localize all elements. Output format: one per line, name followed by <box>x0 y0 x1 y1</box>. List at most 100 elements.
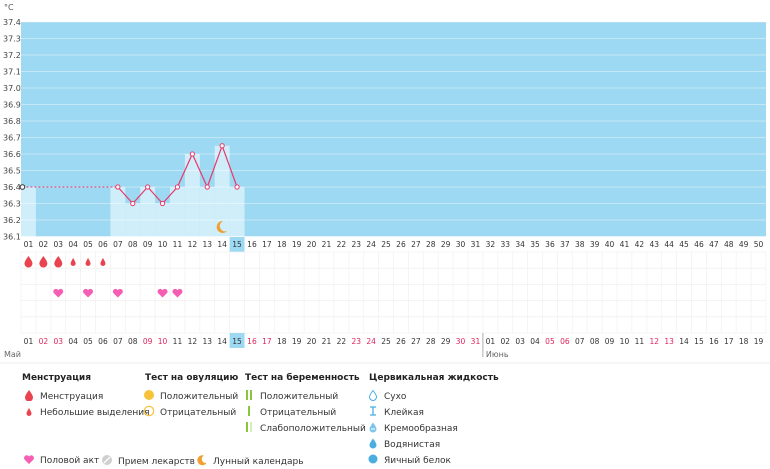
day-label-top: 48 <box>724 240 734 249</box>
temperature-point <box>145 184 151 190</box>
day-label-top: 32 <box>486 240 496 249</box>
day-label-top: 39 <box>590 240 600 249</box>
date-label-bottom: 08 <box>128 337 138 346</box>
y-tick-label: 37.4 <box>3 18 21 27</box>
legend-ovulation-title: Тест на овуляцию <box>145 373 239 383</box>
day-label-top: 13 <box>202 240 212 249</box>
temperature-point <box>189 151 195 157</box>
moon-icon <box>195 454 209 469</box>
temperature-point <box>234 184 240 190</box>
day-label-top: 45 <box>679 240 689 249</box>
heart-icon <box>53 288 64 298</box>
day-label-top: 03 <box>53 240 63 249</box>
date-label-bottom: 20 <box>307 337 317 346</box>
legend-cervical-dry: Сухо <box>366 389 406 404</box>
day-label-top: 20 <box>307 240 317 249</box>
date-label-bottom: 26 <box>396 337 406 346</box>
temperature-bar <box>199 187 215 237</box>
day-label-top: 42 <box>635 240 645 249</box>
legend-cervical-watery: Водянистая <box>366 437 440 452</box>
day-label-top: 41 <box>620 240 630 249</box>
legend-ovulation-positive: Положительный <box>142 389 238 404</box>
date-label-bottom: 05 <box>83 337 93 346</box>
blood-drop-icon <box>22 389 36 404</box>
y-unit-label: °C <box>4 3 14 12</box>
date-label-bottom: 07 <box>113 337 123 346</box>
y-tick-label: 37.3 <box>3 35 21 44</box>
day-label-top: 19 <box>292 240 302 249</box>
y-tick-label: 36.6 <box>3 150 21 159</box>
day-label-top: 29 <box>441 240 451 249</box>
heart-icon <box>112 288 123 298</box>
temperature-bar <box>21 187 36 237</box>
legend-pregnancy-title: Тест на беременность <box>245 373 360 383</box>
date-label-bottom: 22 <box>337 337 347 346</box>
day-label-top: 02 <box>39 240 49 249</box>
two-lines-icon <box>242 389 256 404</box>
legend-cervical-creamy: Кремообразная <box>366 421 458 436</box>
filled-circle-icon <box>142 389 156 404</box>
day-label-top: 37 <box>560 240 570 249</box>
date-label-bottom: 06 <box>98 337 108 346</box>
date-label-bottom: 14 <box>679 337 689 346</box>
legend-label: Сухо <box>384 391 407 402</box>
date-label-bottom: 04 <box>68 337 78 346</box>
day-label-top: 01 <box>24 240 34 249</box>
date-label-bottom: 06 <box>560 337 570 346</box>
temperature-bar <box>229 187 245 237</box>
blood-drop-icon <box>24 256 33 268</box>
date-label-bottom: 30 <box>456 337 466 346</box>
legend-pregnancy-weak: Слабоположительный <box>242 421 366 436</box>
temperature-bar <box>214 145 230 237</box>
day-label-top: 30 <box>456 240 466 249</box>
temperature-bar <box>184 154 200 237</box>
heart-icon <box>83 288 94 298</box>
date-label-bottom: 07 <box>575 337 585 346</box>
date-label-bottom: 24 <box>366 337 376 346</box>
day-label-top: 09 <box>143 240 153 249</box>
legend-moon: Лунный календарь <box>195 454 304 469</box>
date-label-bottom: 10 <box>620 337 630 346</box>
legend-intercourse: Половой акт <box>22 454 99 468</box>
day-label-top: 10 <box>158 240 168 249</box>
date-label-bottom: 16 <box>247 337 257 346</box>
day-label-top: 47 <box>709 240 719 249</box>
legend-label: Отрицательный <box>260 407 337 418</box>
legend-pregnancy-negative: Отрицательный <box>242 405 336 420</box>
legend-menstruation: Менструация <box>22 389 103 404</box>
day-label-top: 08 <box>128 240 138 249</box>
date-label-bottom: 29 <box>441 337 451 346</box>
temperature-bar <box>110 187 126 237</box>
date-label-bottom: 03 <box>515 337 525 346</box>
y-tick-label: 37.0 <box>3 84 21 93</box>
date-label-bottom: 28 <box>426 337 436 346</box>
date-label-bottom: 18 <box>739 337 749 346</box>
date-label-bottom: 09 <box>605 337 615 346</box>
legend-menstruation-title: Менструация <box>22 373 91 383</box>
temperature-bar <box>170 187 185 237</box>
empty-drop-icon <box>366 389 380 404</box>
temperature-point <box>130 200 136 207</box>
day-label-top: 38 <box>575 240 585 249</box>
small-drop-icon <box>22 405 36 420</box>
legend-label: Кремообразная <box>384 423 458 434</box>
one-line-icon <box>242 405 256 420</box>
date-label-bottom: 13 <box>202 337 212 346</box>
heart-icon <box>22 454 36 468</box>
legend-pregnancy-positive: Положительный <box>242 389 338 404</box>
date-label-bottom: 15 <box>694 337 704 346</box>
legend-label: Половой акт <box>40 456 100 466</box>
current-date-highlight <box>229 333 245 348</box>
legend-label: Прием лекарств <box>118 456 195 467</box>
temperature-point <box>204 184 210 190</box>
date-label-bottom: 19 <box>292 337 302 346</box>
legend-label: Яичный белок <box>384 455 451 466</box>
date-label-bottom: 12 <box>188 337 198 346</box>
date-label-bottom: 08 <box>590 337 600 346</box>
y-tick-label: 37.2 <box>3 51 21 60</box>
day-label-top: 05 <box>83 240 93 249</box>
temperature-point <box>19 184 26 190</box>
day-label-top: 24 <box>366 240 376 249</box>
month-label: Июнь <box>486 350 509 359</box>
y-tick-label: 36.8 <box>3 117 21 126</box>
